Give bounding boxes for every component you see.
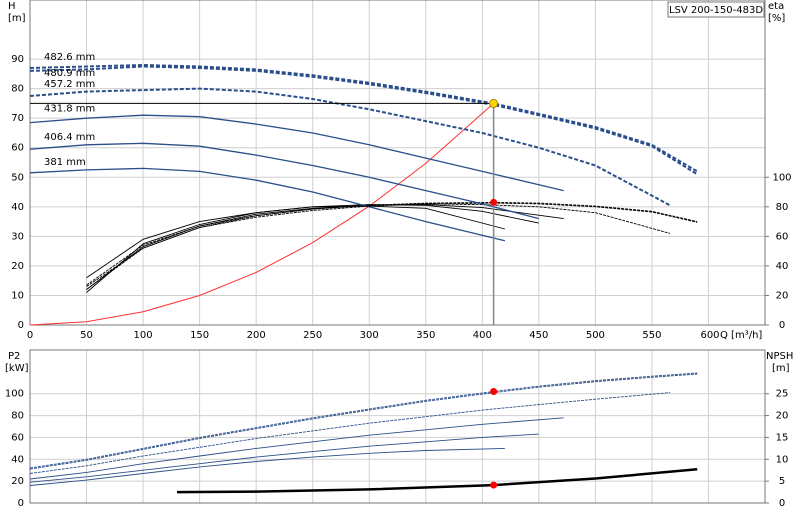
y-tick-label: 50 [11,172,24,183]
x-tick-label: 100 [134,330,153,341]
x-tick-label: 200 [247,330,266,341]
efficiency-point [490,198,498,206]
y2-tick-label: 0 [779,320,785,331]
plot-frame [29,0,766,326]
x-tick-label: 350 [416,330,435,341]
y-tick-label: 0 [18,320,24,331]
curve-label: 431.8 mm [44,104,95,115]
power-point [490,388,498,396]
y2-axis-label: eta [768,1,784,12]
x-tick-label: 600 [700,330,719,341]
efficiency-curve [86,203,671,290]
power-curve [29,392,671,474]
y2-tick-label: 20 [776,411,789,422]
y2-axis-unit: [m] [772,363,790,374]
title-box [667,1,765,18]
y2-tick-label: 100 [772,172,791,183]
efficiency-curve [86,205,506,279]
y-tick-label: 80 [11,84,24,95]
x-tick-label: 450 [529,330,548,341]
head-curve [29,142,539,220]
x-tick-label: 250 [303,330,322,341]
head-curve [29,87,671,207]
power-curve [29,417,564,480]
y-tick-label: 30 [11,231,24,242]
x-tick-label: 50 [80,330,93,341]
y-axis-unit: [m] [8,13,26,24]
y2-tick-label: 5 [779,476,785,487]
y-tick-label: 0 [18,498,24,509]
y-tick-label: 20 [11,476,24,487]
chart-title: LSV 200-150-483D [669,5,763,16]
x-tick-label: 400 [473,330,492,341]
x-axis-label: Q [m³/h] [720,330,762,341]
y2-tick-label: 20 [776,290,789,301]
y-tick-label: 60 [11,143,24,154]
x-tick-label: 500 [586,330,605,341]
y-tick-label: 40 [11,454,24,465]
x-tick-label: 150 [190,330,209,341]
y2-tick-label: 10 [776,454,789,465]
power-curve [29,373,698,470]
y-tick-label: 60 [11,432,24,443]
y-axis-unit: [kW] [5,363,29,374]
plot-frame [29,349,766,504]
y-tick-label: 10 [11,290,24,301]
y2-axis-unit: [%] [768,13,785,24]
head-curve [29,63,698,173]
npsh-curve [176,468,698,494]
y-axis-label: P2 [8,351,20,362]
npsh-point [490,481,498,489]
power-curve [29,447,505,486]
x-tick-label: 300 [360,330,379,341]
y2-axis-label: NPSH [766,351,793,362]
curve-label: 482.6 mm [44,52,95,63]
x-tick-label: 550 [642,330,661,341]
y2-tick-label: 15 [776,432,789,443]
y2-tick-label: 80 [776,202,789,213]
y2-tick-label: 0 [779,498,785,509]
y-tick-label: 20 [11,261,24,272]
curve-label: 381 mm [44,157,86,168]
y2-tick-label: 60 [776,231,789,242]
curve-label: 406.4 mm [44,132,95,143]
efficiency-curve [86,204,564,290]
system-curve [29,103,494,326]
y2-tick-label: 25 [776,389,789,400]
efficiency-curve [86,201,698,286]
x-tick-label: 0 [27,330,33,341]
y-tick-label: 70 [11,113,24,124]
operating-point [489,98,499,108]
y2-tick-label: 40 [776,261,789,272]
curve-label: 457.2 mm [44,79,95,90]
curve-label: 480.9 mm [44,68,95,79]
y-tick-label: 40 [11,202,24,213]
head-curve [29,114,564,192]
y-axis-label: H [8,1,16,12]
head-curve [29,167,506,242]
head-curve [29,65,698,176]
y-tick-label: 100 [5,389,24,400]
y-tick-label: 90 [11,54,24,65]
power-curve [29,372,698,469]
y-tick-label: 80 [11,411,24,422]
power-curve [29,433,539,483]
